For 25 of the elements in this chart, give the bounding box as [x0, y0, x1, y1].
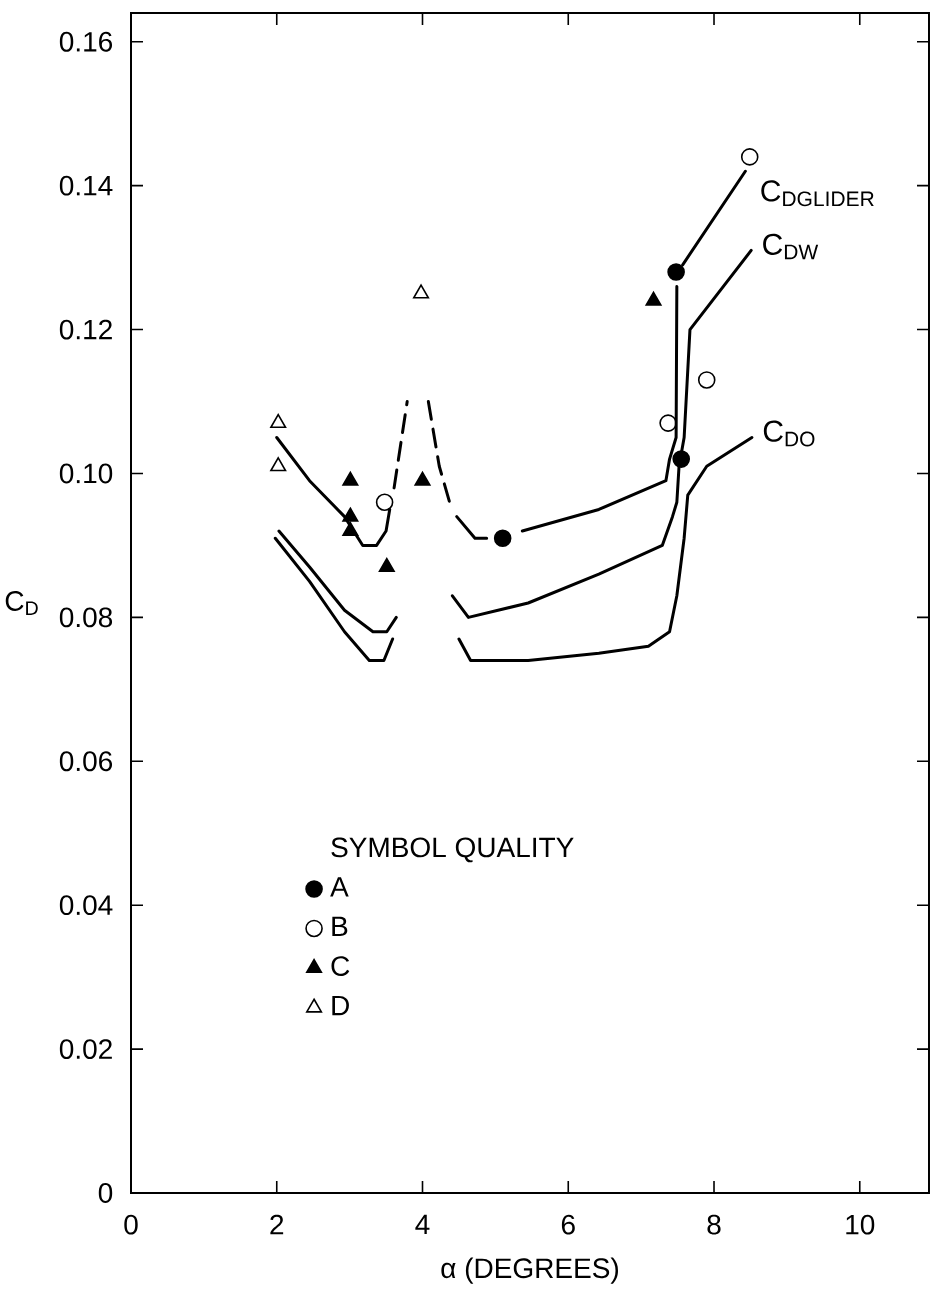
x-tick-label: 0 [124, 1214, 138, 1235]
x-axis-title: α (DEGREES) [441, 1257, 618, 1284]
y-tick-label: 0.14 [59, 175, 113, 196]
y-tick-label: 0.04 [59, 895, 113, 916]
y-tick-label: 0.06 [59, 751, 113, 772]
x-tick-label: 6 [561, 1214, 575, 1235]
legend-label: B [332, 916, 348, 936]
x-tick-label: 10 [846, 1214, 875, 1235]
x-tick-label: 2 [270, 1214, 284, 1235]
x-tick-label: 8 [707, 1214, 721, 1235]
series-label: C$_{DW}$ [763, 233, 819, 260]
y-tick-label: 0 [98, 1183, 113, 1203]
y-tick-label: 0.12 [59, 319, 112, 340]
y-axis-title: C$_{D}$ [5, 591, 38, 615]
series-label: C$_{DGLIDER}$ [761, 180, 874, 207]
legend-label: C [331, 956, 350, 977]
y-tick-label: 0.16 [59, 31, 113, 52]
x-tick-label: 4 [415, 1214, 430, 1234]
y-tick-label: 0.08 [59, 607, 113, 628]
y-tick-label: 0.10 [59, 463, 113, 484]
legend-label: D [332, 995, 349, 1016]
legend-title: SYMBOL QUALITY [331, 837, 574, 863]
series-label: C$_{DO}$ [763, 420, 815, 447]
y-tick-label: 0.02 [59, 1039, 112, 1060]
legend-label: A [330, 877, 349, 897]
